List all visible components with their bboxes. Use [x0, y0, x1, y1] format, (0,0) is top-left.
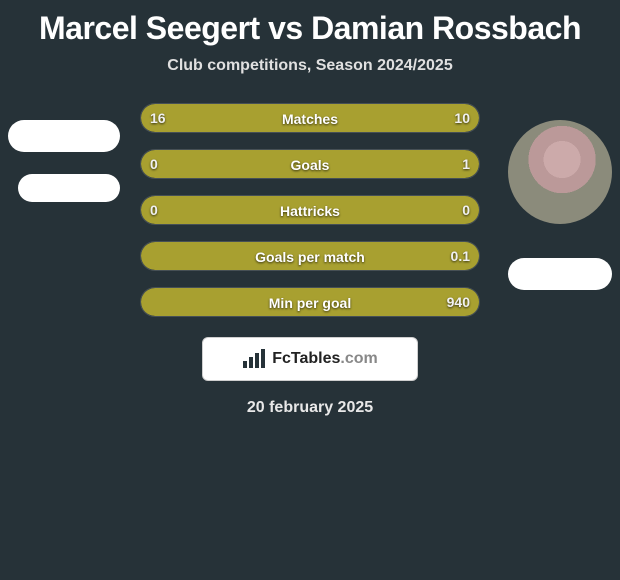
stat-label: Goals — [141, 150, 479, 179]
stat-right-value: 940 — [447, 287, 470, 317]
brand-bars-icon — [242, 349, 266, 369]
date-label: 20 february 2025 — [0, 399, 620, 417]
stat-left-value: 16 — [150, 103, 166, 133]
stat-track: Goals — [140, 149, 480, 179]
stat-row: Goals per match0.1 — [0, 241, 620, 271]
stat-label: Min per goal — [141, 288, 479, 317]
stat-row: Goals0 1 — [0, 149, 620, 179]
stat-track: Hattricks — [140, 195, 480, 225]
stat-left-value: 0 — [150, 195, 158, 225]
stat-track: Goals per match — [140, 241, 480, 271]
brand-text: FcTables.com — [272, 350, 378, 368]
stat-track: Min per goal — [140, 287, 480, 317]
stat-row: Hattricks0 0 — [0, 195, 620, 225]
stat-right-value: 0.1 — [451, 241, 470, 271]
stat-row: Matches16 10 — [0, 103, 620, 133]
brand-domain: .com — [340, 350, 377, 367]
stat-right-value: 10 — [454, 103, 470, 133]
stat-label: Goals per match — [141, 242, 479, 271]
stat-right-value: 1 — [462, 149, 470, 179]
stat-right-value: 0 — [462, 195, 470, 225]
stat-label: Matches — [141, 104, 479, 133]
stat-row: Min per goal940 — [0, 287, 620, 317]
brand-name: FcTables — [272, 350, 340, 367]
stat-label: Hattricks — [141, 196, 479, 225]
stat-track: Matches — [140, 103, 480, 133]
subtitle: Club competitions, Season 2024/2025 — [0, 57, 620, 75]
stat-left-value: 0 — [150, 149, 158, 179]
brand-badge: FcTables.com — [202, 337, 418, 381]
page-title: Marcel Seegert vs Damian Rossbach — [0, 0, 620, 47]
